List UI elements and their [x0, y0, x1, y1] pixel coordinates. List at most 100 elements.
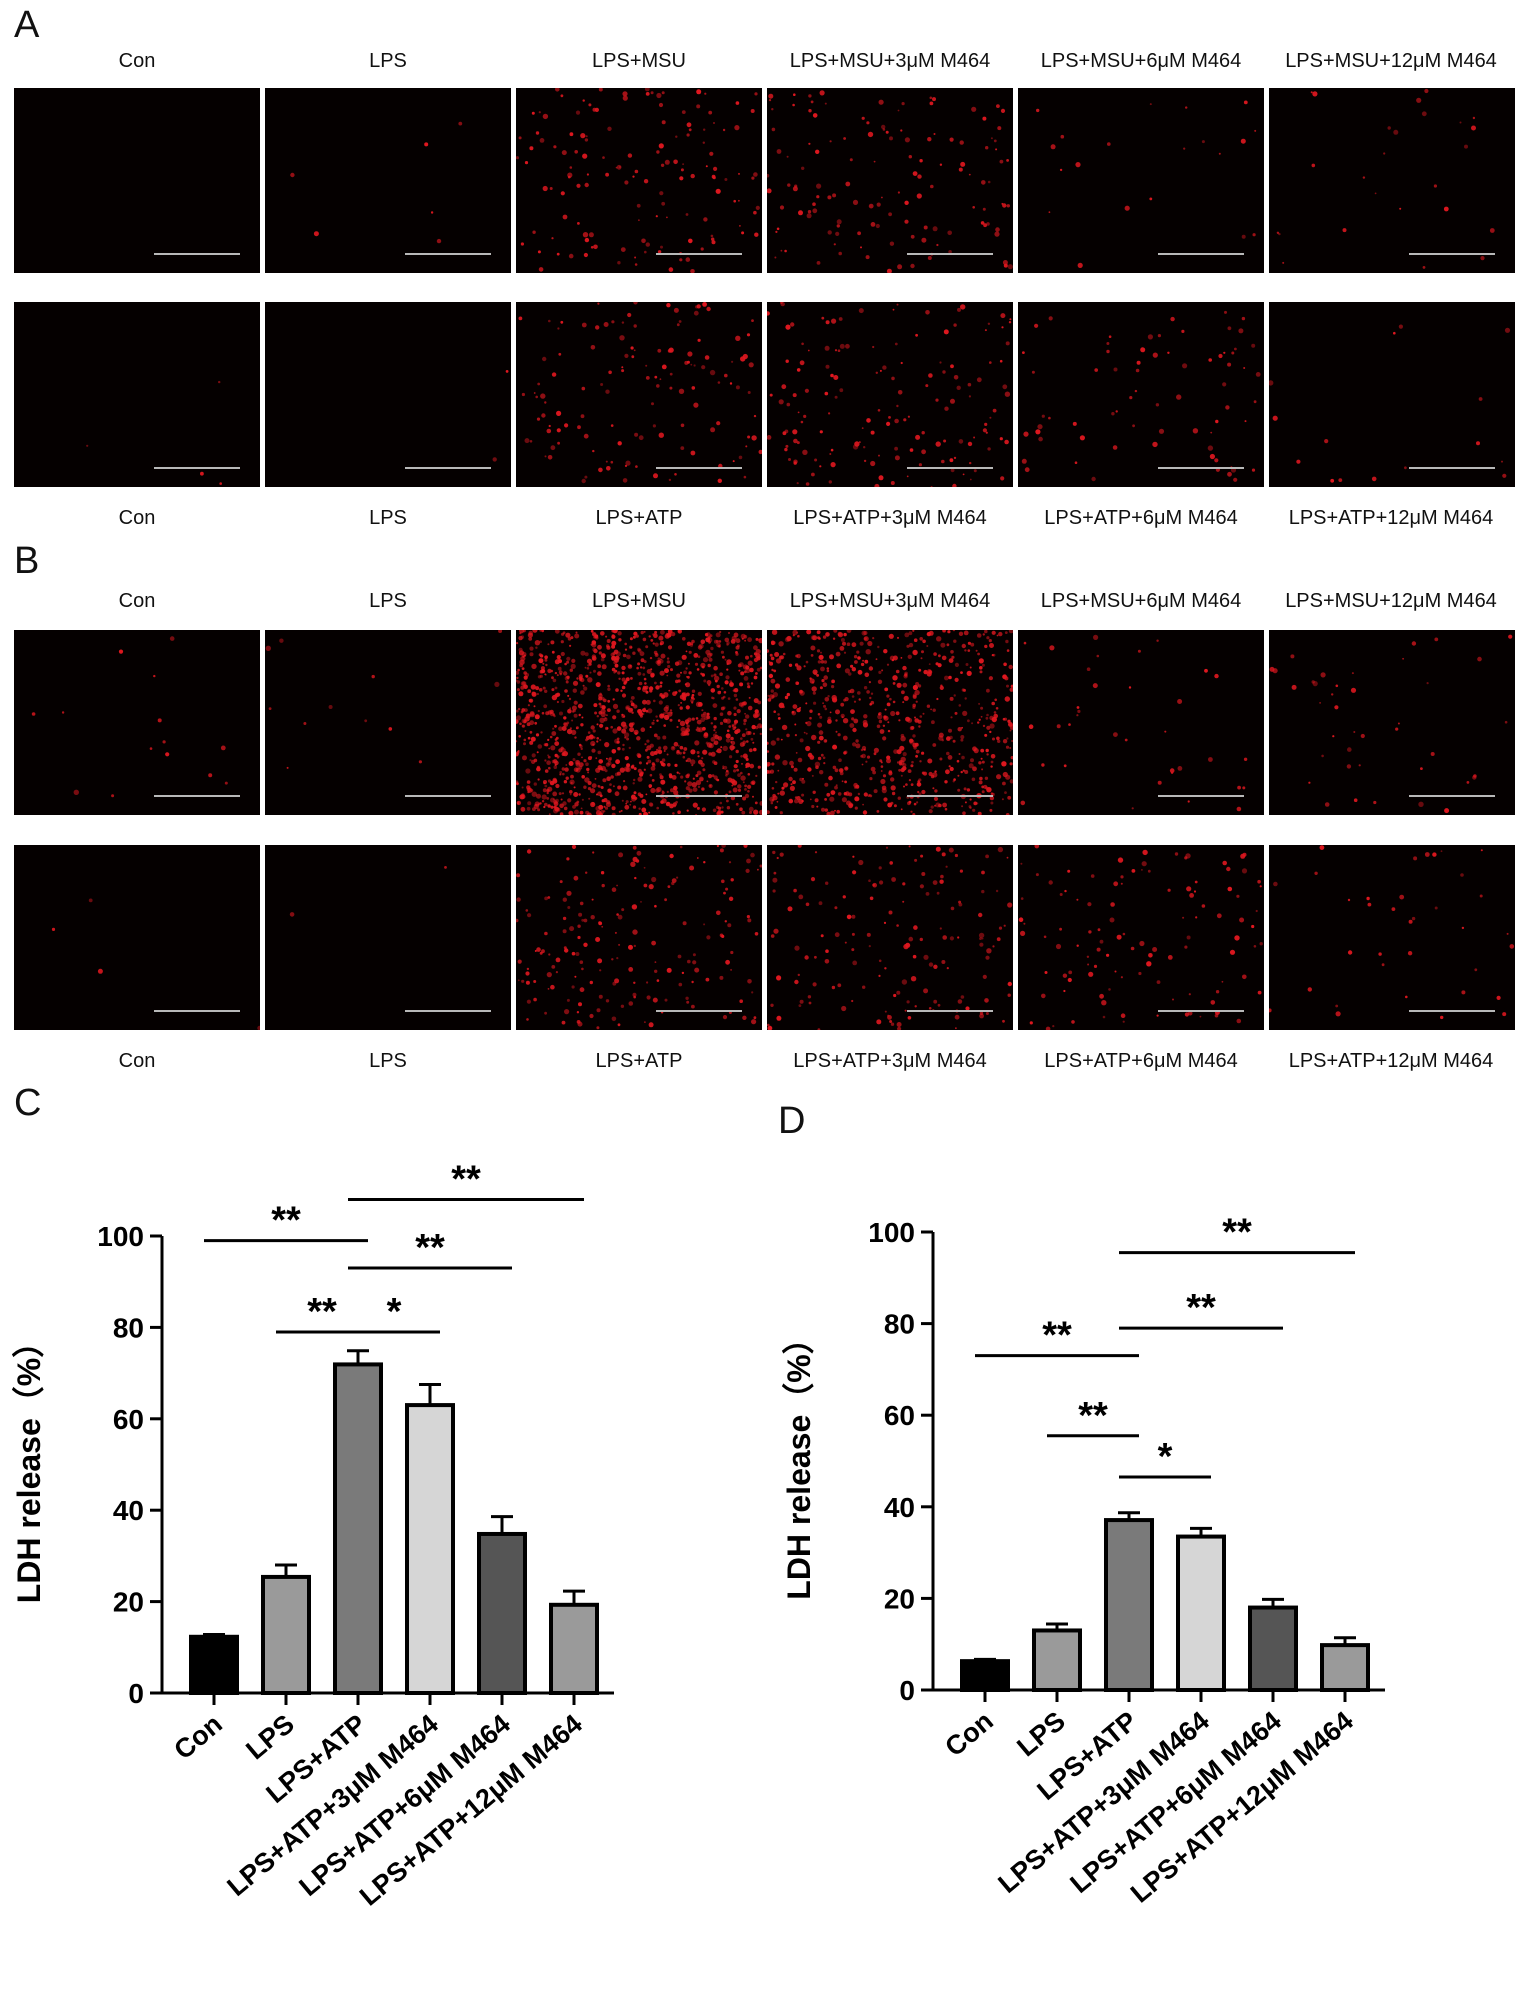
cell-dot [1128, 686, 1132, 689]
cell-dot [937, 663, 942, 668]
cell-dot [646, 995, 651, 1000]
cell-dot [864, 672, 870, 678]
cell-dot [536, 417, 541, 421]
cell-dot [990, 137, 993, 140]
cell-dot [588, 103, 592, 107]
cell-dot [525, 980, 530, 985]
cell-dot [901, 979, 908, 985]
cell-dot [645, 92, 650, 96]
cell-dot [702, 141, 705, 144]
cell-dot [915, 700, 918, 703]
cell-dot [1434, 637, 1439, 642]
cell-dot [725, 769, 729, 773]
cell-dot [619, 335, 625, 341]
cell-dot [988, 639, 992, 643]
cell-dot [1023, 641, 1027, 645]
cell-dot [1036, 108, 1040, 113]
cell-dot [865, 760, 868, 763]
cell-dot [878, 475, 884, 481]
cell-dot [710, 722, 713, 725]
cell-dot [691, 701, 694, 704]
cell-dot [538, 267, 544, 272]
cell-dot [622, 478, 628, 483]
cell-dot [930, 708, 932, 711]
cell-dot [819, 90, 825, 96]
cell-dot [792, 634, 795, 637]
cell-dot [799, 777, 803, 782]
cell-dot [793, 438, 798, 444]
cell-dot [729, 745, 735, 751]
cell-dot [687, 959, 691, 964]
cell-dot [830, 462, 836, 468]
cell-dot [854, 441, 860, 447]
cell-dot [690, 363, 693, 366]
cell-dot [862, 985, 866, 989]
cell-dot [850, 709, 855, 714]
cell-dot [543, 704, 548, 709]
cell-dot [546, 972, 552, 978]
cell-dot [546, 428, 552, 434]
cell-dot [944, 807, 948, 811]
cell-dot [722, 128, 726, 132]
cell-dot [897, 109, 900, 112]
cell-dot [694, 740, 700, 746]
cell-dot [775, 230, 778, 233]
cell-dot [562, 214, 568, 220]
cell-dot [629, 637, 633, 641]
cell-dot [863, 686, 868, 690]
cell-dot [578, 1002, 582, 1007]
cell-dot [992, 653, 996, 657]
cell-dot [533, 782, 537, 786]
cell-dot [580, 747, 583, 751]
cell-dot [594, 107, 599, 112]
cell-dot [546, 760, 551, 765]
cell-dot [947, 230, 952, 236]
cell-dot [709, 369, 716, 376]
cell-dot [860, 246, 862, 249]
cell-dot [967, 382, 972, 387]
cell-dot [659, 378, 662, 381]
cell-dot [611, 749, 617, 754]
cell-dot [989, 715, 994, 721]
cell-dot [539, 658, 543, 662]
scale-bar [405, 467, 491, 469]
cell-dot [816, 805, 819, 808]
cell-dot [548, 813, 551, 815]
cell-dot [1023, 431, 1029, 437]
cell-dot [690, 450, 696, 456]
cell-dot [595, 757, 598, 760]
cell-dot [659, 642, 663, 646]
cell-dot [552, 713, 556, 716]
micro-label: LPS [369, 507, 407, 529]
scale-bar [1409, 467, 1495, 469]
cell-dot [984, 776, 989, 780]
cell-dot [849, 802, 853, 806]
cell-dot [843, 751, 847, 755]
cell-dot [1296, 459, 1301, 464]
cell-dot [978, 718, 981, 721]
cell-dot [932, 97, 936, 102]
cell-dot [990, 765, 993, 768]
cell-dot [751, 782, 755, 785]
cell-dot [648, 802, 653, 807]
cell-dot [654, 961, 657, 963]
cell-dot [1120, 875, 1124, 879]
cell-dot [722, 1015, 728, 1020]
cell-dot [539, 630, 542, 632]
cell-dot [743, 845, 748, 848]
cell-dot [624, 464, 628, 467]
cell-dot [630, 861, 636, 867]
cell-dot [751, 991, 754, 994]
cell-dot [844, 941, 847, 944]
cell-dot [1434, 906, 1438, 910]
cell-dot [841, 1005, 847, 1012]
cell-dot [1156, 639, 1159, 642]
cell-dot [872, 345, 875, 349]
cell-dot [576, 677, 579, 680]
cell-dot [885, 130, 889, 134]
cell-dot [774, 806, 778, 809]
cell-dot [777, 792, 780, 795]
cell-dot [817, 713, 821, 716]
cell-dot [834, 349, 838, 352]
